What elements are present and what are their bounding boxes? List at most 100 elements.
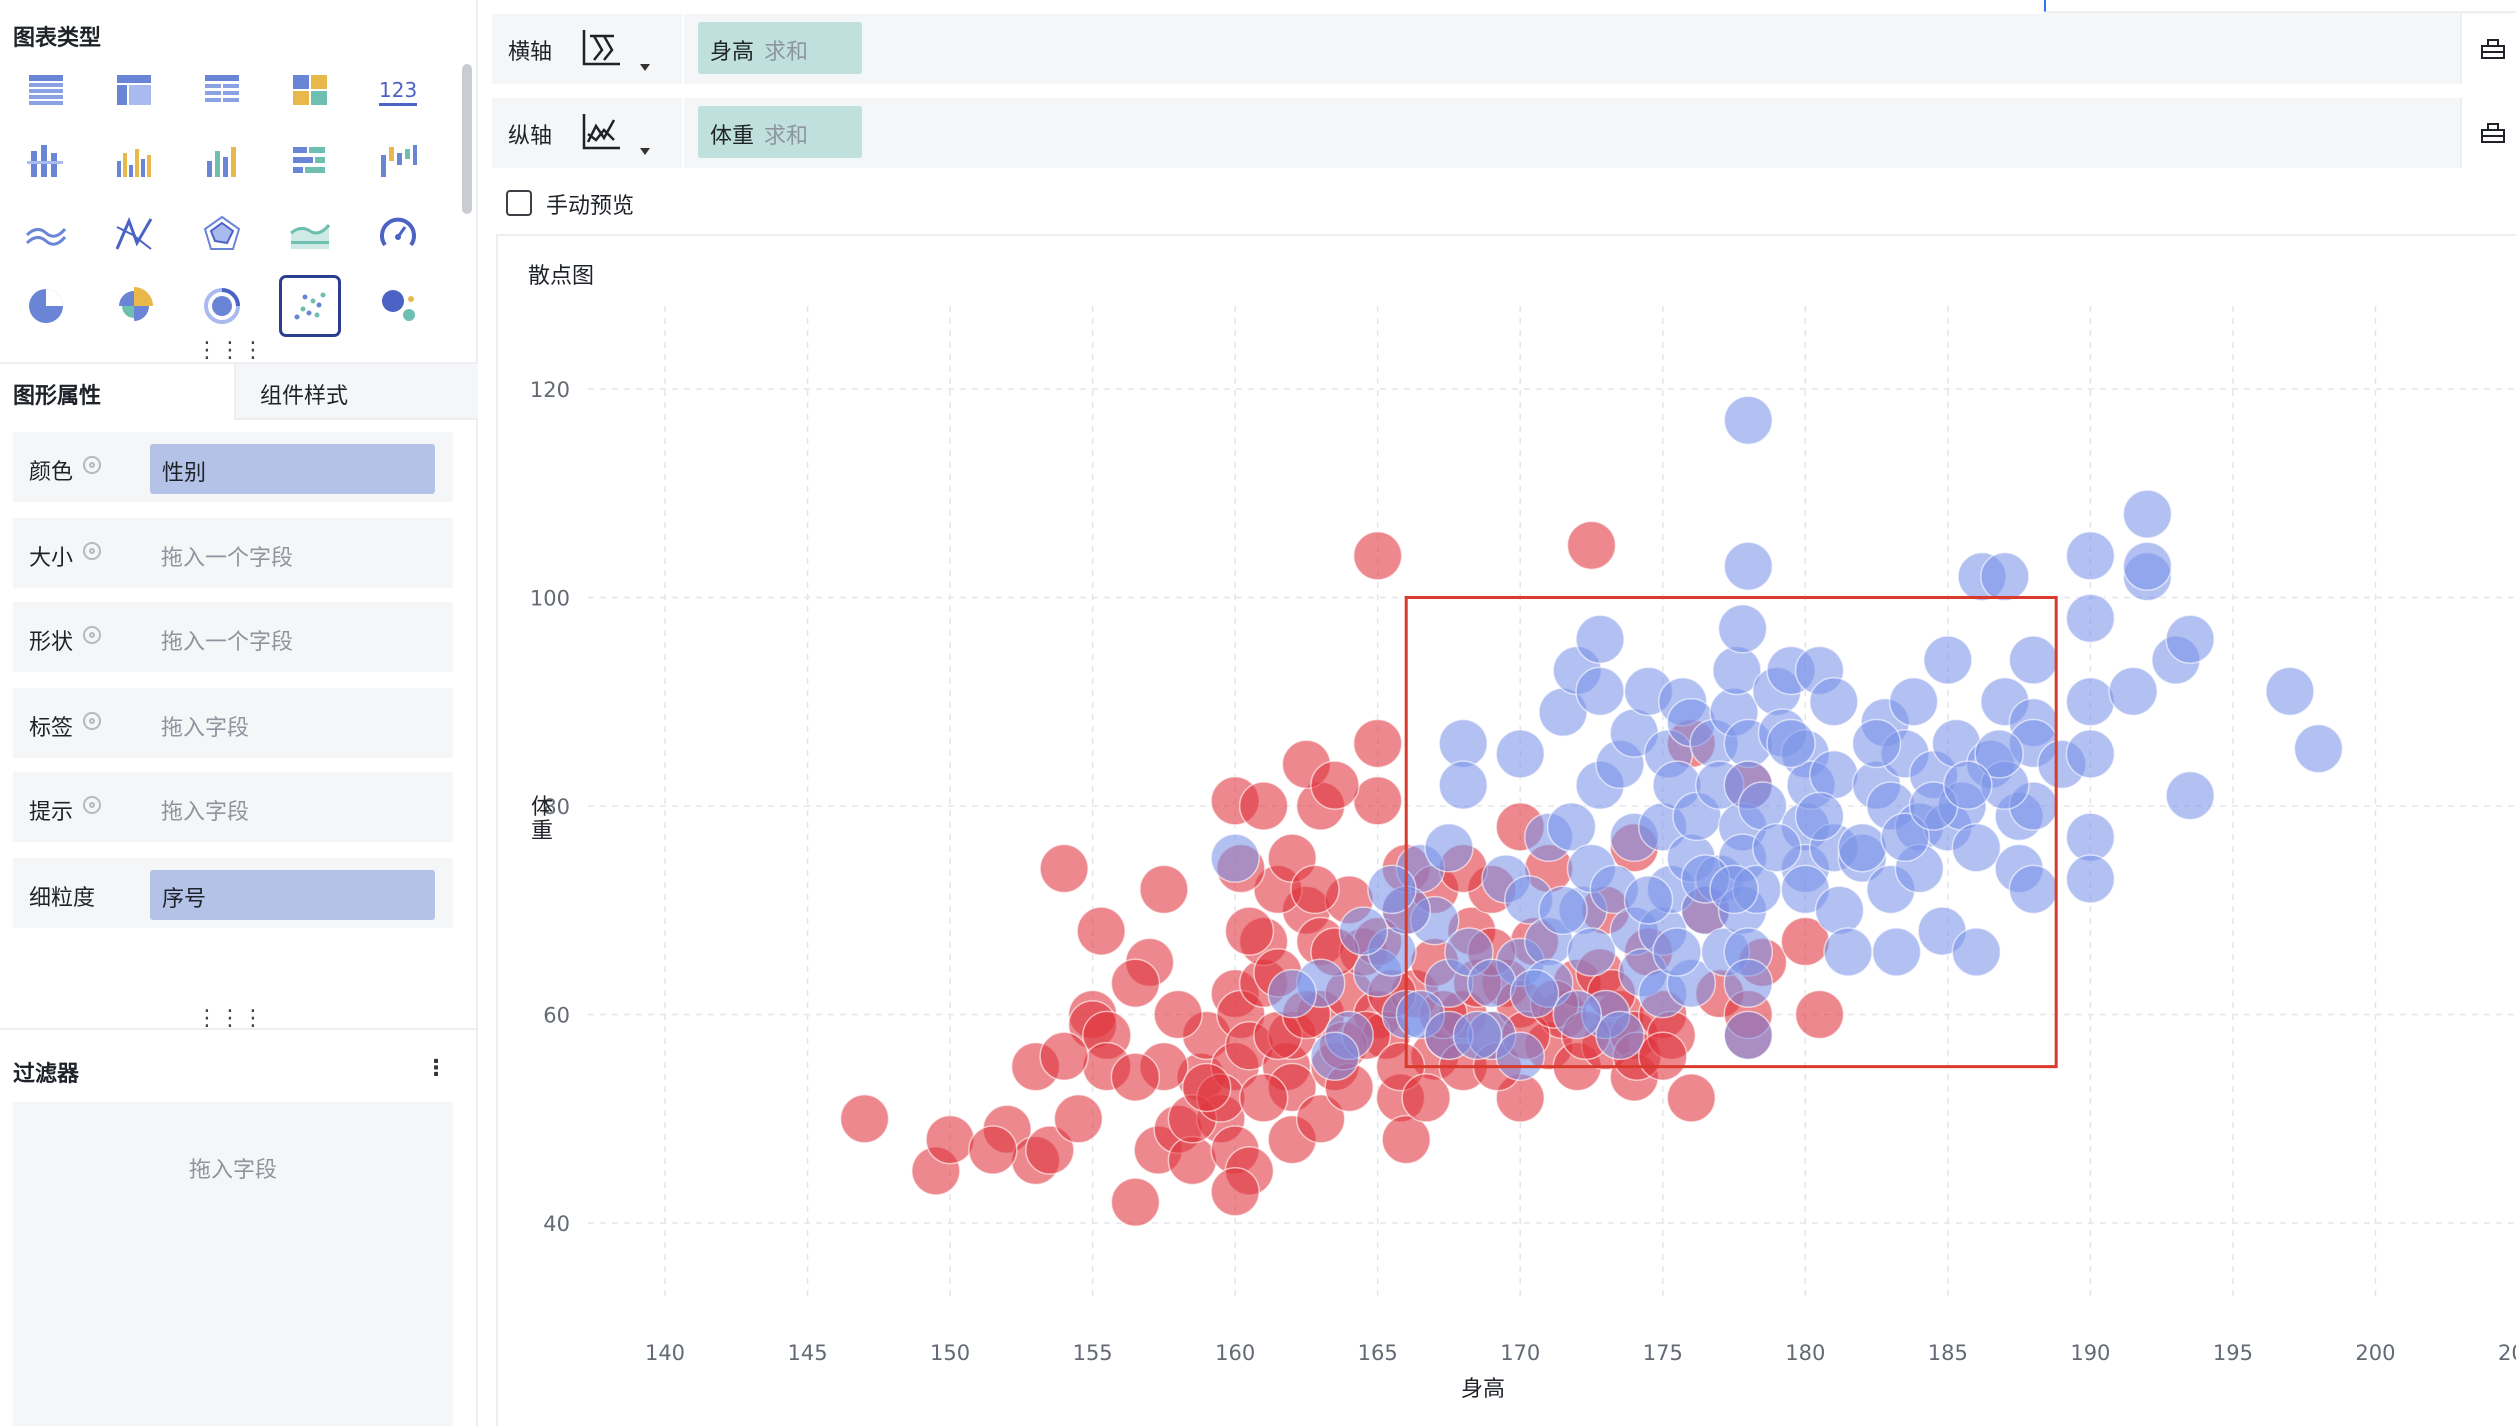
scatter-point-female[interactable] xyxy=(1352,531,1403,581)
chevron-down-icon[interactable] xyxy=(640,148,650,155)
scatter-point-female[interactable] xyxy=(1352,776,1403,826)
settings-icon[interactable] xyxy=(83,712,101,730)
scatter-point-male[interactable] xyxy=(1809,749,1859,800)
chart-type-detail-table[interactable] xyxy=(194,62,250,118)
scatter-point-male[interactable] xyxy=(2265,666,2315,717)
scatter-point-male[interactable] xyxy=(1943,760,1993,810)
scatter-point-male[interactable] xyxy=(1466,958,1517,1008)
chevron-down-icon[interactable] xyxy=(640,64,650,71)
x-axis-options[interactable] xyxy=(2460,14,2516,84)
settings-icon[interactable] xyxy=(83,456,101,474)
scatter-point-male[interactable] xyxy=(1951,822,2002,873)
property-label-field[interactable]: 标签 拖入字段 xyxy=(13,688,453,758)
scatter-point-male[interactable] xyxy=(1575,666,1625,717)
scatter-point-male[interactable] xyxy=(1888,676,1939,727)
chart-type-scatter[interactable] xyxy=(279,275,341,337)
scatter-point-male[interactable] xyxy=(1509,968,1560,1019)
scatter-point-male[interactable] xyxy=(1338,906,1389,956)
property-shape[interactable]: 形状 拖入一个字段 xyxy=(13,602,453,672)
settings-icon[interactable] xyxy=(83,796,101,814)
property-tooltip[interactable]: 提示 拖入字段 xyxy=(13,772,453,842)
scatter-point-male[interactable] xyxy=(1438,718,1488,769)
chart-type-radar-line[interactable] xyxy=(106,206,162,262)
manual-preview-checkbox[interactable] xyxy=(506,190,532,216)
scatter-point-male[interactable] xyxy=(1880,812,1930,863)
property-size[interactable]: 大小 拖入一个字段 xyxy=(13,518,453,588)
scatter-point-male[interactable] xyxy=(1814,885,1865,936)
chart-type-line[interactable] xyxy=(18,206,74,262)
y-axis-icon[interactable] xyxy=(580,110,624,154)
scatter-point-female[interactable] xyxy=(1224,906,1275,956)
scatter-point-male[interactable] xyxy=(2122,541,2173,591)
scatter-point-male[interactable] xyxy=(2065,729,2116,779)
scatter-point-female[interactable] xyxy=(1290,864,1340,915)
chart-type-pie[interactable] xyxy=(18,278,74,334)
chart-type-donut[interactable] xyxy=(194,278,250,334)
scatter-point-female[interactable] xyxy=(1381,1114,1431,1165)
chart-types-scrollbar[interactable] xyxy=(462,64,472,214)
scatter-point-female[interactable] xyxy=(1310,760,1360,810)
scatter-point-male[interactable] xyxy=(2065,593,2116,644)
scatter-point-male[interactable] xyxy=(1794,791,1845,842)
scatter-point-female[interactable] xyxy=(1025,1125,1075,1175)
chart-type-waterfall[interactable] xyxy=(370,134,426,190)
chart-type-table[interactable] xyxy=(18,62,74,118)
scatter-point-female[interactable] xyxy=(968,1125,1018,1175)
scatter-point-female[interactable] xyxy=(1153,989,1203,1040)
scatter-point-male[interactable] xyxy=(1623,875,1674,925)
scatter-point-male[interactable] xyxy=(1737,781,1788,831)
filter-drop-zone[interactable]: 拖入字段 xyxy=(13,1102,453,1426)
panel-resize-handle[interactable]: ⋮⋮⋮ xyxy=(196,338,265,363)
scatter-point-male[interactable] xyxy=(1851,718,1902,769)
scatter-point-male[interactable] xyxy=(2008,864,2059,915)
scatter-point-male[interactable] xyxy=(1652,927,1702,977)
scatter-point-male[interactable] xyxy=(2165,614,2215,664)
scatter-point-female[interactable] xyxy=(1238,1073,1289,1123)
scatter-point-male[interactable] xyxy=(1871,927,1922,977)
tab-component-style[interactable]: 组件样式 xyxy=(234,364,478,420)
property-color[interactable]: 颜色 性别 xyxy=(13,432,453,502)
scatter-plot[interactable]: 140 145 150 155 160 165 170 175 180 185 190 195 200 2… xyxy=(498,236,2516,1426)
settings-icon[interactable] xyxy=(83,626,101,644)
scatter-point-male[interactable] xyxy=(1717,604,1768,654)
chart-type-cross-table[interactable] xyxy=(282,62,338,118)
more-icon[interactable]: ⋮ xyxy=(425,1056,447,1081)
scatter-point-male[interactable] xyxy=(1575,614,1625,664)
scatter-point-female[interactable] xyxy=(1238,781,1289,831)
scatter-point-male[interactable] xyxy=(1974,729,2024,779)
scatter-point-male[interactable] xyxy=(1566,927,1617,977)
scatter-point-female[interactable] xyxy=(1210,1166,1260,1217)
scatter-point-male[interactable] xyxy=(2293,723,2344,774)
scatter-point-male[interactable] xyxy=(1809,676,1859,727)
scatter-point-female[interactable] xyxy=(1053,1094,1104,1144)
scatter-point-male[interactable] xyxy=(1552,989,1603,1040)
scatter-point-male[interactable] xyxy=(1951,927,2002,977)
property-granularity[interactable]: 细粒度 序号 xyxy=(13,858,453,928)
settings-icon[interactable] xyxy=(83,542,101,560)
scatter-point-female[interactable] xyxy=(1110,958,1161,1008)
scatter-point-male[interactable] xyxy=(1723,958,1774,1008)
scatter-point-male[interactable] xyxy=(2008,635,2059,685)
chart-type-stacked-bar[interactable] xyxy=(18,134,74,190)
scatter-point-female[interactable] xyxy=(1110,1052,1161,1102)
scatter-point-female[interactable] xyxy=(1110,1177,1161,1227)
scatter-point-male[interactable] xyxy=(1723,395,1774,446)
scatter-point-male[interactable] xyxy=(2165,770,2215,821)
chart-type-rose[interactable] xyxy=(106,278,162,334)
tab-graphic-properties[interactable]: 图形属性 xyxy=(0,364,234,420)
scatter-point-male[interactable] xyxy=(1837,822,1888,873)
scatter-point-female[interactable] xyxy=(925,1114,975,1165)
scatter-point-male[interactable] xyxy=(1210,833,1260,883)
scatter-point-male[interactable] xyxy=(2108,666,2158,717)
scatter-point-male[interactable] xyxy=(1452,1010,1503,1061)
chart-type-gauge[interactable] xyxy=(370,206,426,262)
scatter-point-male[interactable] xyxy=(2065,676,2116,727)
panel-resize-handle[interactable]: ⋮⋮⋮ xyxy=(196,1006,265,1031)
scatter-point-female[interactable] xyxy=(1638,1031,1688,1081)
scatter-point-male[interactable] xyxy=(1546,802,1597,852)
scatter-point-male[interactable] xyxy=(1595,1010,1645,1061)
field-pill-color[interactable]: 性别 xyxy=(150,444,435,494)
chart-type-grouped-column[interactable] xyxy=(106,134,162,190)
scatter-point-male[interactable] xyxy=(1980,551,2030,602)
chart-type-column[interactable] xyxy=(194,134,250,190)
